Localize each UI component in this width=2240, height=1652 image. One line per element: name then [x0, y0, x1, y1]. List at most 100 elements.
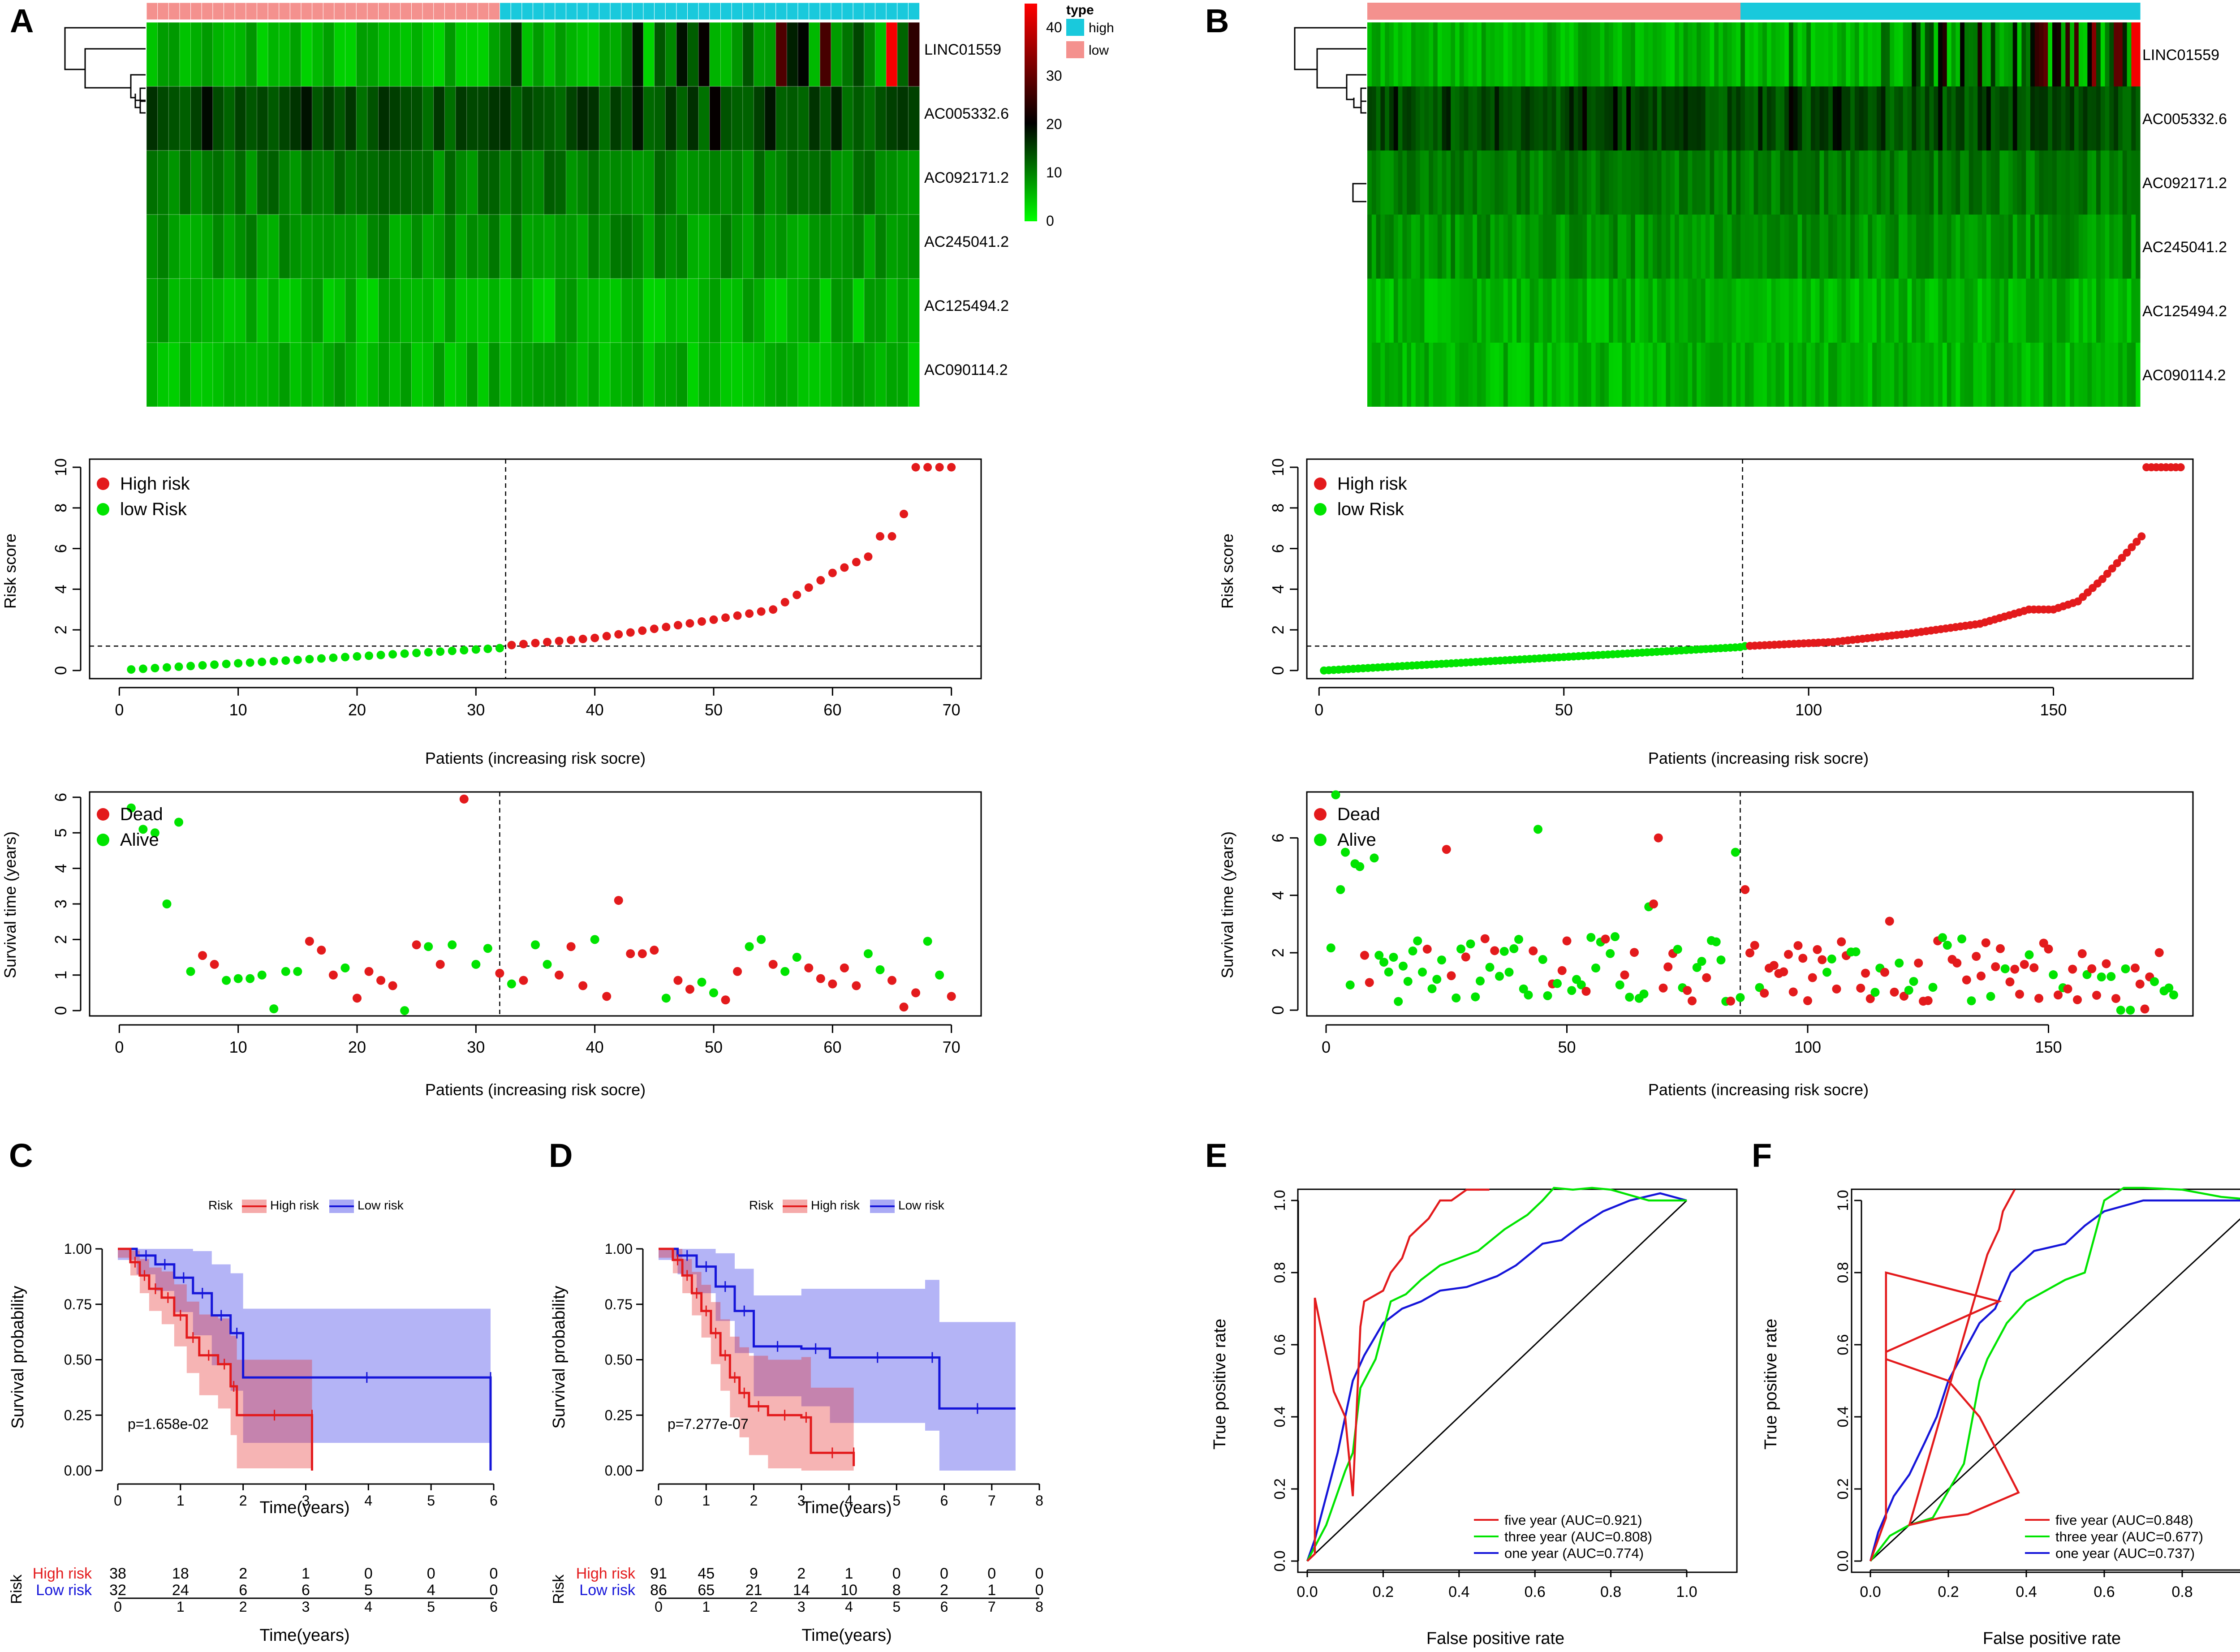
heatmap-cell: [521, 22, 534, 87]
heatmap-cell: [2074, 215, 2079, 279]
heatmap-cell: [1609, 279, 1614, 343]
heatmap-cell: [1367, 86, 1372, 151]
heatmap-cell: [1644, 22, 1649, 86]
heatmap-cell: [2048, 279, 2053, 343]
heatmap-cell: [1666, 86, 1671, 151]
y-tick-label: 0.4: [1271, 1406, 1288, 1427]
heatmap-cell: [1543, 151, 1548, 215]
type-bar-cell: [543, 2, 556, 20]
y-tick-label: 0.4: [1835, 1406, 1852, 1427]
y-tick-label: 6: [1269, 834, 1287, 843]
heatmap-cell: [1982, 151, 1987, 215]
heatmap-cell: [190, 278, 202, 343]
km-d-graphics: 0.000.250.500.751.000 1 2 3 4 5 6 7 8: [605, 1241, 1043, 1509]
heatmap-cell: [2127, 279, 2132, 343]
gene-label: AC245041.2: [2142, 239, 2227, 256]
risk-table-tick: 4: [364, 1599, 372, 1615]
heatmap-cell: [2034, 151, 2040, 215]
heatmap-cell: [1538, 86, 1543, 151]
type-bar-cell: [1846, 3, 1851, 20]
heatmap-cell: [234, 86, 246, 151]
risk-count-high: 0: [940, 1565, 948, 1582]
heatmap-cell: [1920, 86, 1926, 151]
type-bar-cell: [621, 2, 633, 20]
heatmap-cell: [720, 278, 732, 343]
heatmap-cell: [1442, 151, 1447, 215]
survival-point: [1760, 989, 1769, 998]
risk-point: [2118, 554, 2126, 562]
survival-point: [555, 970, 564, 980]
heatmap-cell: [1854, 343, 1860, 407]
heatmap-cell: [477, 214, 490, 279]
heatmap-cell: [1942, 279, 1947, 343]
heatmap-cell: [234, 150, 246, 215]
heatmap-cell: [190, 22, 202, 87]
heatmap-cell: [1657, 86, 1662, 151]
x-tick-label: 1: [702, 1493, 710, 1509]
type-bar-cell: [2061, 3, 2066, 20]
y-tick-label: 0.25: [605, 1407, 633, 1423]
heatmap-cell: [2131, 279, 2136, 343]
survival-point: [2049, 970, 2058, 980]
legend-dead: Dead: [1337, 804, 1380, 824]
heatmap-cell: [488, 342, 500, 407]
risk-table-tick: 1: [702, 1599, 710, 1615]
heatmap-cell: [2052, 151, 2057, 215]
heatmap-cell: [521, 214, 534, 279]
heatmap-cell: [577, 86, 589, 151]
survival-point: [543, 959, 552, 969]
heatmap-cell: [1810, 343, 1816, 407]
x-tick-label: 10: [229, 1038, 247, 1056]
heatmap-cell: [1582, 86, 1587, 151]
heatmap-cell: [2021, 215, 2026, 279]
heatmap-cell: [2012, 86, 2018, 151]
x-tick-label: 20: [348, 701, 366, 719]
type-bar-cell: [1771, 3, 1776, 20]
type-bar-cell: [797, 2, 810, 20]
x-tick-label: 100: [1795, 701, 1822, 719]
risk-point: [353, 652, 362, 661]
heatmap-cell: [1547, 215, 1552, 279]
heatmap-cell: [2114, 215, 2119, 279]
type-bar-cell: [2096, 3, 2101, 20]
survival-point: [661, 994, 671, 1003]
heatmap-cell: [1560, 343, 1565, 407]
survival-point: [590, 935, 599, 944]
heatmap-cell: [610, 150, 622, 215]
type-bar-cell: [1912, 3, 1917, 20]
heatmap-cell: [2122, 215, 2128, 279]
heatmap-cell: [1797, 86, 1802, 151]
y-tick-label: 0: [52, 666, 70, 675]
heatmap-cell: [2017, 86, 2022, 151]
type-bar-cell: [1982, 3, 1987, 20]
heatmap-cell: [1719, 151, 1723, 215]
legend-marker: [97, 808, 109, 821]
heatmap-cell: [1679, 22, 1684, 86]
survival-point: [1890, 987, 1899, 997]
heatmap-cell: [1516, 215, 1521, 279]
heatmap-cell: [2136, 343, 2141, 407]
type-bar-cell: [676, 2, 688, 20]
heatmap-cell: [2118, 22, 2123, 86]
heatmap-cell: [1486, 22, 1491, 86]
heatmap-cell: [2083, 279, 2088, 343]
heatmap-cell: [444, 342, 457, 407]
heatmap-cell: [1872, 215, 1877, 279]
x-tick-label: 1: [177, 1493, 185, 1509]
survival-point: [281, 967, 290, 976]
heatmap-cell: [234, 214, 246, 279]
heatmap-cell: [378, 342, 390, 407]
heatmap-cell: [1863, 86, 1868, 151]
survival-point: [1962, 975, 1971, 985]
heatmap-cell: [1872, 343, 1877, 407]
legend-five-year: five year (AUC=0.921): [1504, 1512, 1642, 1528]
heatmap-cell: [1385, 279, 1390, 343]
heatmap-cell: [1890, 86, 1895, 151]
risk-point: [198, 661, 207, 670]
heatmap-cell: [1670, 22, 1675, 86]
heatmap-cell: [1415, 86, 1421, 151]
survival-point: [1326, 943, 1335, 953]
heatmap-cell: [1675, 151, 1680, 215]
survival-point: [1581, 987, 1591, 996]
